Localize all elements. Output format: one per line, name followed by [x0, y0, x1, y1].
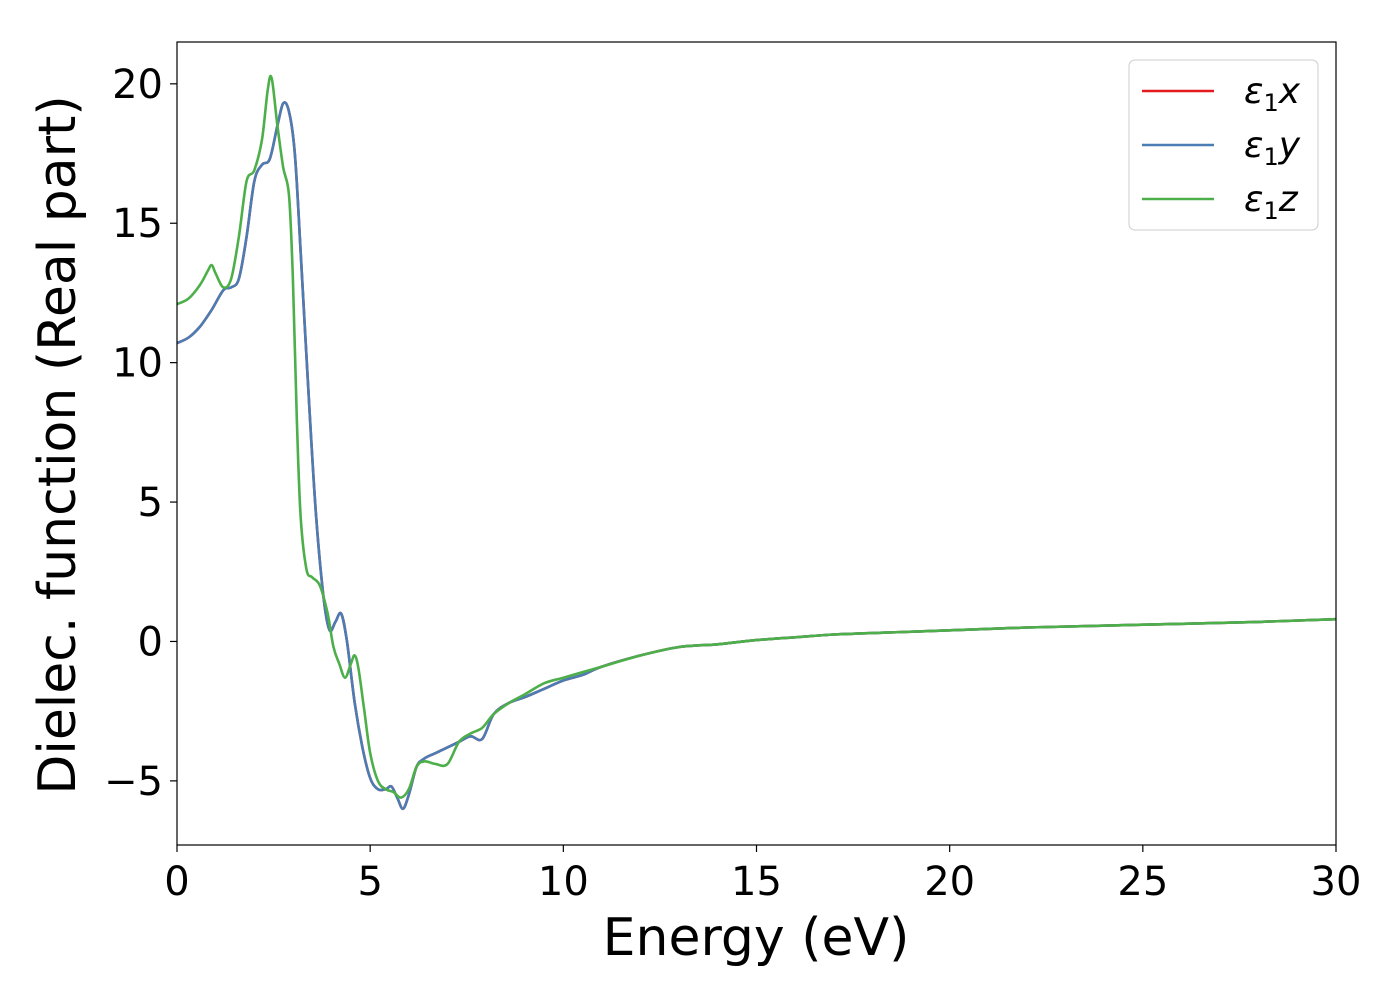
y-tick-label: 20 [112, 62, 163, 108]
series-layer [176, 74, 1337, 811]
x-tick-label: 5 [357, 859, 382, 905]
x-axis-ticks: 0 5 10 15 20 25 30 [164, 845, 1361, 905]
y-axis-title: Dielec. function (Real part) [28, 95, 88, 794]
x-tick-label: 25 [1117, 859, 1168, 905]
y-tick-label: 5 [138, 480, 163, 526]
y-axis-ticks: −5 0 5 10 15 20 [104, 62, 177, 805]
x-axis-title: Energy (eV) [603, 908, 910, 968]
x-tick-label: 15 [731, 859, 782, 905]
y-tick-label: 15 [112, 201, 163, 247]
series-line-3 [176, 74, 1337, 799]
x-tick-label: 10 [538, 859, 589, 905]
y-tick-label: 10 [112, 341, 163, 387]
x-tick-label: 30 [1311, 859, 1362, 905]
x-tick-label: 0 [164, 859, 189, 905]
legend-label: ε1y [1244, 125, 1301, 171]
legend: ε1x ε1y ε1z [1128, 59, 1319, 231]
x-tick-label: 20 [924, 859, 975, 905]
legend-box [1128, 59, 1319, 231]
legend-label: ε1x [1244, 71, 1301, 117]
y-tick-label: 0 [138, 619, 163, 665]
y-tick-label: −5 [104, 759, 163, 805]
legend-label: ε1z [1244, 179, 1299, 225]
